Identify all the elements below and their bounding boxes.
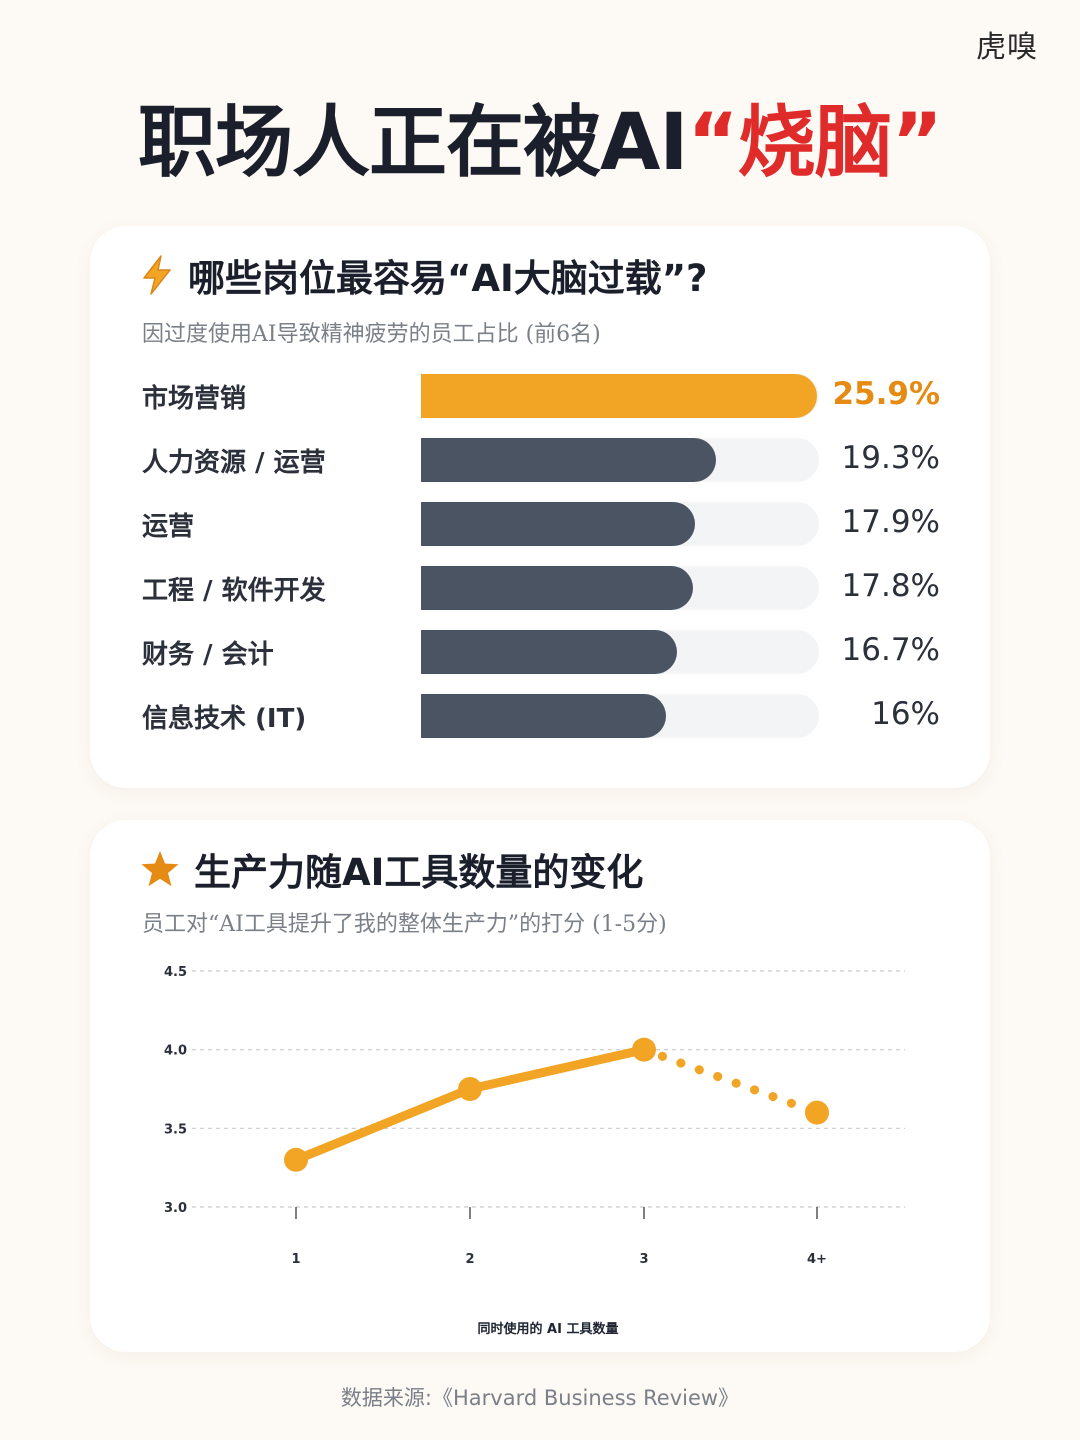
bar-value-label: 16%: [871, 696, 940, 732]
bar-value-label: 17.9%: [841, 504, 940, 540]
x-tick-label: 2: [465, 1252, 474, 1267]
bar: [421, 374, 817, 418]
bar-row: 运营 17.9%: [90, 502, 990, 566]
productivity-card-header: 生产力随AI工具数量的变化: [140, 842, 643, 896]
bar: [421, 694, 666, 738]
x-axis-title: 同时使用的 AI 工具数量: [478, 1321, 619, 1337]
bar-row: 财务 / 会计 16.7%: [90, 630, 990, 694]
data-point: [458, 1077, 482, 1101]
page-title-text: 职场人正在被AI: [138, 98, 688, 188]
bar-category-label: 运营: [142, 512, 195, 542]
y-tick-label: 4.5: [164, 965, 187, 980]
burnout-card-header: 哪些岗位最容易“AI大脑过载”?: [140, 248, 708, 302]
x-tick-label: 1: [291, 1252, 300, 1267]
bar-value-label: 25.9%: [832, 376, 940, 412]
data-source: 数据来源:《Harvard Business Review》: [340, 1386, 740, 1410]
data-point: [632, 1037, 656, 1062]
bar-category-label: 人力资源 / 运营: [142, 448, 326, 478]
bar-track: [421, 502, 819, 546]
burnout-card: 哪些岗位最容易“AI大脑过载”? 因过度使用AI导致精神疲劳的员工占比 (前6名…: [90, 226, 990, 788]
bar-category-label: 市场营销: [142, 384, 247, 414]
bar-row: 工程 / 软件开发 17.8%: [90, 566, 990, 630]
productivity-card-title: 生产力随AI工具数量的变化: [194, 851, 644, 894]
lightning-icon: [143, 255, 171, 295]
bar-value-label: 17.8%: [841, 568, 940, 604]
bar-row: 市场营销 25.9%: [90, 374, 990, 438]
bar-category-label: 财务 / 会计: [142, 640, 274, 670]
data-point: [284, 1147, 308, 1172]
data-point: [805, 1100, 829, 1125]
bar-category-label: 工程 / 软件开发: [142, 576, 326, 606]
star-icon: [141, 851, 179, 887]
bar: [421, 438, 716, 482]
productivity-line-chart: 3.0 3.5 4.0 4.5 1 2 3 4+ 同时使用的 AI 工具数量: [90, 820, 990, 1352]
line-chart-svg: 3.0 3.5 4.0 4.5 1 2 3 4+ 同时使用的 AI 工具数量: [164, 965, 905, 1337]
burnout-card-subtitle: 因过度使用AI导致精神疲劳的员工占比 (前6名): [142, 322, 601, 347]
y-tick-label: 3.5: [164, 1122, 187, 1137]
bar: [421, 502, 695, 546]
y-tick-label: 4.0: [164, 1044, 187, 1059]
bar-track: [421, 438, 819, 482]
bar-track: [421, 566, 819, 610]
burnout-card-title: 哪些岗位最容易“AI大脑过载”?: [188, 257, 708, 300]
bar-value-label: 19.3%: [841, 440, 940, 476]
x-tick-label: 3: [639, 1252, 648, 1267]
series-line-segment: [291, 1084, 475, 1165]
bar-track: [421, 374, 819, 418]
productivity-card: 生产力随AI工具数量的变化 员工对“AI工具提升了我的整体生产力”的打分 (1-…: [90, 820, 990, 1352]
bar-category-label: 信息技术 (IT): [142, 704, 307, 734]
bar: [421, 630, 677, 674]
bar-track: [421, 630, 819, 674]
series-line-dotted-segment: [639, 1045, 822, 1118]
y-tick-label: 3.0: [164, 1201, 187, 1216]
bar: [421, 566, 693, 610]
bar-row: 信息技术 (IT) 16%: [90, 694, 990, 758]
bar-row: 人力资源 / 运营 19.3%: [90, 438, 990, 502]
brand-logo: 虎嗅: [976, 30, 1038, 65]
bar-value-label: 16.7%: [841, 632, 940, 668]
bar-track: [421, 694, 819, 738]
series-line-segment: [465, 1045, 649, 1094]
burnout-bar-chart: 市场营销 25.9% 人力资源 / 运营 19.3% 运营 17.9% 工程 / 软件开发 1…: [90, 374, 990, 758]
page-title: 职场人正在被AI“烧脑”: [0, 80, 1080, 192]
page-title-highlight: “烧脑”: [687, 98, 943, 188]
x-tick-label: 4+: [807, 1252, 827, 1267]
productivity-card-subtitle: 员工对“AI工具提升了我的整体生产力”的打分 (1-5分): [142, 912, 667, 937]
